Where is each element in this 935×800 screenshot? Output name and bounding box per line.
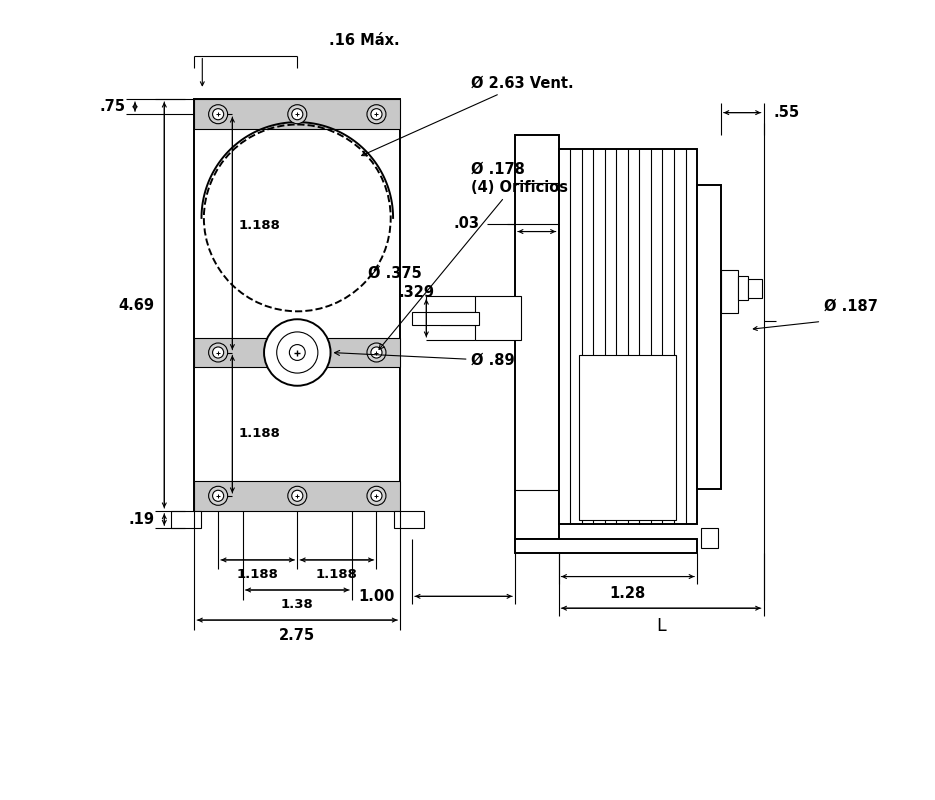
- Circle shape: [288, 105, 307, 124]
- Circle shape: [367, 343, 386, 362]
- Bar: [748, 278, 762, 298]
- Circle shape: [209, 343, 227, 362]
- Text: 1.188: 1.188: [238, 219, 280, 232]
- Text: L: L: [656, 617, 666, 634]
- Text: .03: .03: [453, 216, 480, 231]
- Circle shape: [367, 105, 386, 124]
- Circle shape: [289, 345, 305, 361]
- Circle shape: [209, 486, 227, 506]
- Text: 4.69: 4.69: [119, 298, 155, 313]
- Circle shape: [371, 109, 382, 120]
- Text: 1.38: 1.38: [280, 598, 313, 610]
- Text: .75: .75: [99, 99, 125, 114]
- Bar: [394, 511, 424, 528]
- Text: 2.75: 2.75: [280, 629, 315, 643]
- Text: .329: .329: [398, 286, 434, 300]
- Circle shape: [264, 319, 331, 386]
- Text: .19: .19: [129, 512, 155, 527]
- Bar: [515, 538, 698, 553]
- Bar: [698, 185, 721, 489]
- Text: Ø .89: Ø .89: [335, 350, 515, 368]
- Bar: [194, 338, 400, 366]
- Bar: [515, 134, 558, 538]
- Circle shape: [367, 486, 386, 506]
- Text: .55: .55: [773, 105, 799, 120]
- Circle shape: [288, 486, 307, 506]
- Bar: [701, 528, 718, 548]
- Circle shape: [209, 105, 227, 124]
- Bar: [580, 355, 676, 520]
- Bar: [194, 481, 400, 511]
- Circle shape: [277, 332, 318, 373]
- Bar: [194, 99, 400, 130]
- Text: Ø .375: Ø .375: [367, 266, 422, 281]
- Bar: [739, 276, 748, 300]
- Circle shape: [292, 490, 303, 502]
- Text: Ø .187: Ø .187: [824, 298, 878, 314]
- Circle shape: [212, 490, 223, 502]
- Bar: [558, 149, 698, 524]
- Text: Ø .178
(4) Orificios: Ø .178 (4) Orificios: [379, 162, 568, 350]
- Text: .16 Máx.: .16 Máx.: [329, 33, 399, 48]
- Bar: [475, 296, 522, 340]
- Text: 1.188: 1.188: [316, 568, 358, 581]
- Circle shape: [371, 490, 382, 502]
- Bar: [194, 99, 400, 511]
- Text: 1.188: 1.188: [237, 568, 279, 581]
- Text: 1.28: 1.28: [610, 586, 646, 602]
- Text: 1.00: 1.00: [358, 589, 395, 604]
- Circle shape: [212, 347, 223, 358]
- Bar: [170, 511, 201, 528]
- Bar: [412, 311, 480, 325]
- Circle shape: [292, 109, 303, 120]
- Circle shape: [212, 109, 223, 120]
- Circle shape: [371, 347, 382, 358]
- Text: 1.188: 1.188: [238, 427, 280, 440]
- Bar: [721, 270, 739, 314]
- Text: Ø 2.63 Vent.: Ø 2.63 Vent.: [362, 76, 574, 156]
